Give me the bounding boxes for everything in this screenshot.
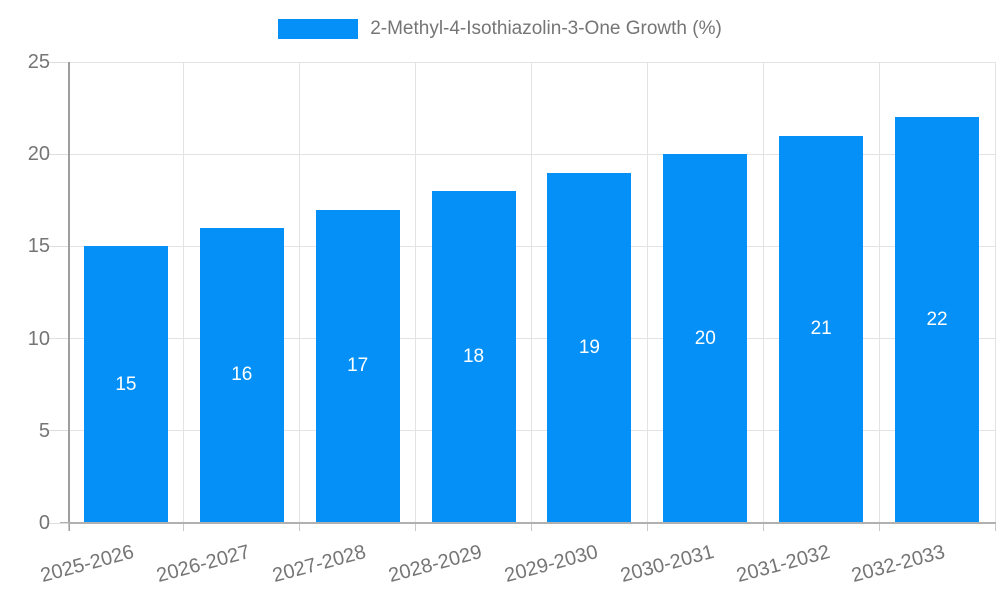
- bar[interactable]: 20: [663, 154, 748, 523]
- v-gridline: [299, 62, 301, 523]
- x-axis-line: [60, 522, 996, 524]
- bar-value-label: 21: [810, 318, 832, 340]
- bar-value-label: 22: [926, 309, 948, 331]
- chart-legend[interactable]: 2-Methyl-4-Isothiazolin-3-One Growth (%): [0, 18, 1000, 40]
- y-tick-label: 25: [27, 51, 50, 73]
- x-tick-label: 2029-2030: [502, 541, 601, 588]
- legend-swatch-icon: [278, 19, 359, 39]
- y-axis-line: [68, 62, 70, 531]
- v-gridline: [994, 62, 996, 523]
- bar-value-label: 20: [694, 327, 716, 349]
- bar-value-label: 19: [578, 336, 600, 358]
- bar[interactable]: 21: [779, 135, 864, 523]
- x-tick-label: 2028-2029: [386, 541, 485, 588]
- bar[interactable]: 19: [547, 172, 632, 523]
- y-tick-label: 20: [27, 143, 50, 166]
- bar-value-label: 18: [462, 346, 485, 368]
- x-axis-tick: [531, 524, 532, 531]
- y-axis-tick: [48, 430, 68, 432]
- y-tick-label: 10: [27, 327, 50, 350]
- v-gridline: [646, 62, 648, 523]
- v-gridline: [183, 62, 185, 523]
- bar[interactable]: 18: [431, 191, 516, 523]
- plot-area: 15 16 17 18 19 20 21 22: [68, 61, 996, 523]
- x-axis-tick: [299, 524, 301, 531]
- x-tick-label: 2026-2027: [154, 541, 253, 588]
- x-axis-tick: [415, 524, 417, 531]
- x-axis-tick: [67, 524, 69, 531]
- y-axis-tick: [48, 153, 68, 155]
- y-tick-label: 5: [38, 419, 50, 442]
- x-axis-tick: [183, 524, 185, 531]
- v-gridline: [531, 62, 532, 523]
- x-tick-label: 2025-2026: [38, 541, 137, 588]
- legend-label: 2-Methyl-4-Isothiazolin-3-One Growth (%): [370, 18, 722, 39]
- bar-value-label: 16: [231, 364, 253, 386]
- y-axis-tick: [48, 338, 68, 340]
- bar[interactable]: 15: [83, 246, 168, 523]
- bar[interactable]: 17: [315, 209, 400, 523]
- x-axis-tick: [646, 524, 648, 531]
- x-tick-label: 2030-2031: [617, 541, 717, 588]
- bar-value-label: 15: [115, 373, 137, 395]
- x-axis-tick: [994, 524, 996, 531]
- v-gridline: [762, 62, 764, 523]
- v-gridline: [878, 62, 880, 523]
- x-axis-tick: [762, 524, 764, 531]
- x-tick-label: 2031-2032: [733, 541, 832, 588]
- x-tick-label: 2032-2033: [849, 541, 948, 588]
- y-axis-tick: [48, 522, 68, 524]
- bar-value-label: 17: [347, 355, 369, 377]
- y-axis-tick: [48, 61, 68, 63]
- y-axis-tick: [48, 245, 68, 247]
- x-tick-label: 2027-2028: [270, 541, 369, 588]
- y-tick-label: 0: [38, 512, 50, 534]
- v-gridline: [415, 62, 417, 523]
- bar[interactable]: 16: [199, 227, 284, 523]
- x-axis-tick: [878, 524, 880, 531]
- y-tick-label: 15: [27, 235, 50, 258]
- bar[interactable]: 22: [895, 117, 980, 523]
